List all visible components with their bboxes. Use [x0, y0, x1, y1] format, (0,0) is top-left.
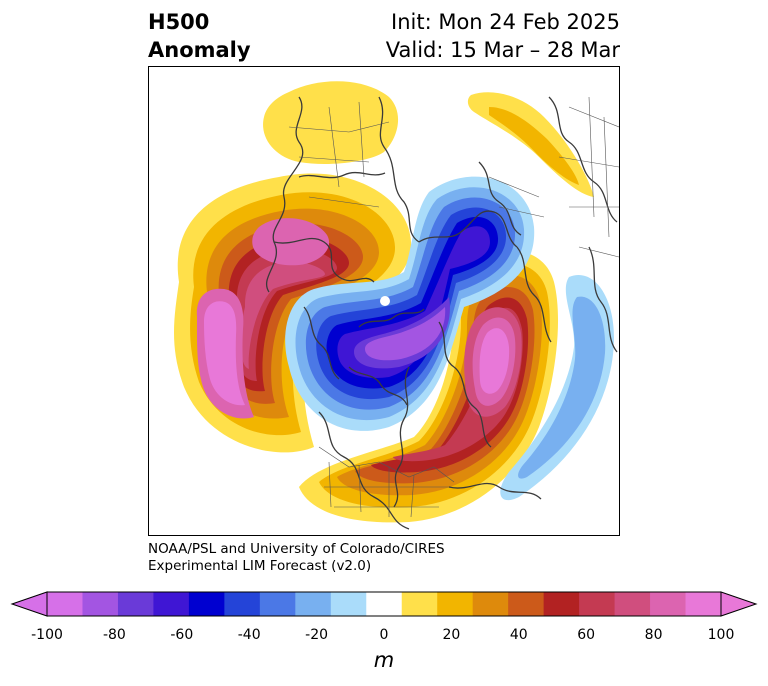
political-borders: [288, 96, 619, 518]
colorbar-extend-max: [720, 591, 758, 617]
colorbar-segment: [117, 592, 154, 616]
colorbar-segment: [295, 592, 332, 616]
colorbar-segment: [614, 592, 651, 616]
colorbar-segment: [330, 592, 367, 616]
init-date: Init: Mon 24 Feb 2025: [391, 10, 620, 34]
colorbar-segment: [685, 592, 722, 616]
colorbar-segment: [437, 592, 474, 616]
colorbar-segment: [472, 592, 509, 616]
map-panel: [148, 66, 620, 536]
polar-marker: [380, 296, 390, 306]
colorbar-segment: [82, 592, 119, 616]
map-title: H500 Anomaly: [148, 8, 251, 64]
anomaly-map: [174, 81, 619, 530]
title-field: Anomaly: [148, 38, 251, 62]
colorbar-tick-label: 40: [509, 627, 528, 643]
colorbar-tick-label: 80: [644, 627, 663, 643]
colorbar-extend-min: [10, 591, 48, 617]
colorbar-tick-label: 20: [442, 627, 461, 643]
colorbar-tick-label: 100: [707, 627, 735, 643]
credit-line-1: NOAA/PSL and University of Colorado/CIRE…: [148, 541, 445, 557]
atlantic-ridge: [299, 250, 559, 523]
colorbar-tick-label: -80: [102, 627, 126, 643]
colorbar-segments: [47, 592, 722, 616]
colorbar-segment: [366, 592, 403, 616]
credit-line-2: Experimental LIM Forecast (v2.0): [148, 558, 372, 574]
colorbar-segment: [188, 592, 225, 616]
colorbar-segment: [47, 592, 83, 616]
colorbar-tick-label: -60: [170, 627, 194, 643]
colorbar-segment: [224, 592, 261, 616]
pacific-ridge: [174, 173, 412, 453]
credit-text: NOAA/PSL and University of Colorado/CIRE…: [148, 541, 445, 575]
colorbar-tick-label: -40: [237, 627, 261, 643]
colorbar: [10, 591, 758, 617]
colorbar-segment: [508, 592, 545, 616]
coastlines: [266, 96, 618, 530]
colorbar-segment: [401, 592, 438, 616]
colorbar-outline: [46, 591, 722, 617]
colorbar-segment: [153, 592, 190, 616]
asia-trough: [500, 275, 614, 501]
forecast-dates: Init: Mon 24 Feb 2025 Valid: 15 Mar – 28…: [386, 8, 620, 64]
colorbar-segment: [579, 592, 616, 616]
valid-range: Valid: 15 Mar – 28 Mar: [385, 38, 620, 62]
colorbar-tick-label: -20: [305, 627, 329, 643]
colorbar-tick-label: 60: [577, 627, 596, 643]
arctic-ridge: [263, 81, 594, 197]
colorbar-tick-label: 0: [379, 627, 389, 643]
colorbar-segment: [543, 592, 580, 616]
anomaly-field: [174, 81, 614, 523]
central-trough: [285, 176, 535, 431]
title-variable: H500: [148, 10, 210, 34]
colorbar-segment: [650, 592, 687, 616]
colorbar-tick-label: -100: [31, 627, 63, 643]
colorbar-segment: [259, 592, 296, 616]
colorbar-unit: m: [373, 648, 395, 672]
